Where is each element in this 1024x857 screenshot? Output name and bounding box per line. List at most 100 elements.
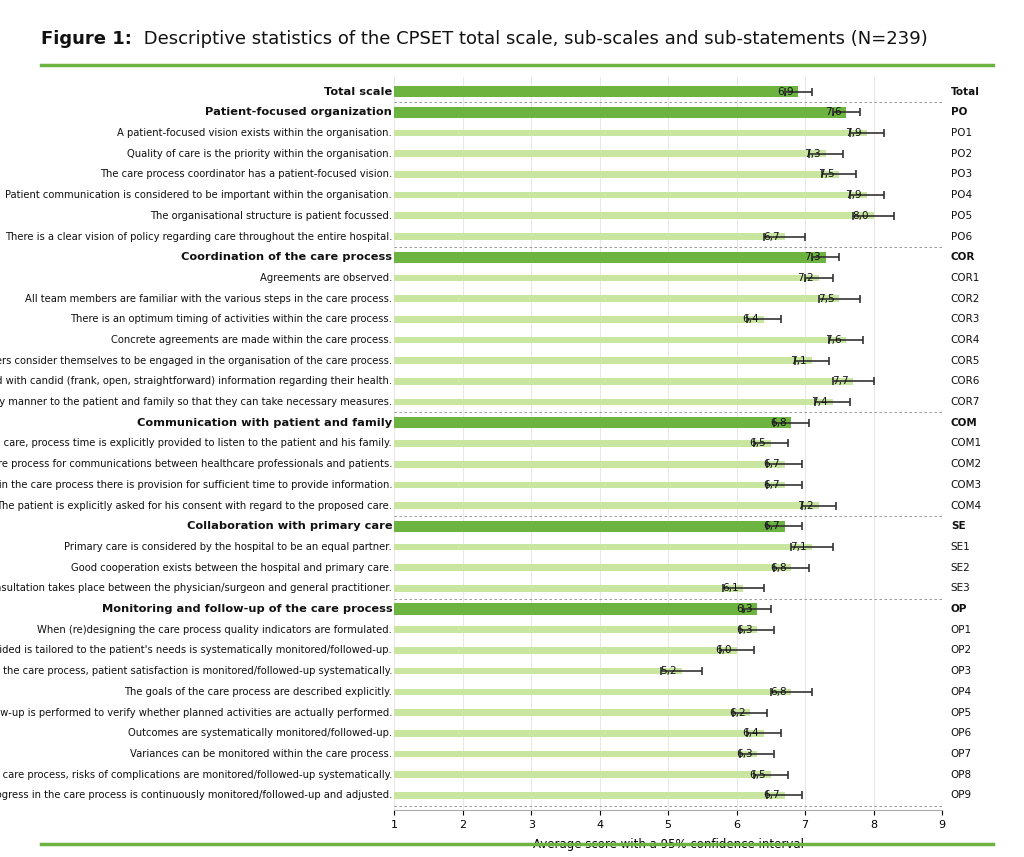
Text: COR: COR [951, 252, 975, 262]
Text: PO4: PO4 [951, 190, 972, 201]
Bar [326, 710, 751, 716]
Text: SE1: SE1 [951, 542, 971, 552]
Bar [326, 316, 764, 322]
Bar [326, 171, 840, 177]
Text: OP1: OP1 [951, 625, 972, 635]
Bar [326, 440, 771, 446]
Text: Primary care is considered by the hospital to be an equal partner.: Primary care is considered by the hospit… [65, 542, 392, 552]
Text: SE2: SE2 [951, 563, 971, 572]
Bar [326, 129, 866, 136]
Bar [326, 233, 784, 240]
Text: The organisational structure is patient focussed.: The organisational structure is patient … [151, 211, 392, 221]
Text: COR5: COR5 [951, 356, 980, 366]
Text: COR3: COR3 [951, 315, 980, 324]
Text: COR6: COR6 [951, 376, 980, 387]
Text: OP4: OP4 [951, 686, 972, 697]
Text: 6,7: 6,7 [763, 459, 780, 469]
Text: OP9: OP9 [951, 790, 972, 800]
Text: Good cooperation exists between the hospital and primary care.: Good cooperation exists between the hosp… [71, 563, 392, 572]
Text: 7,2: 7,2 [798, 273, 814, 283]
Text: 6,2: 6,2 [729, 708, 745, 717]
Text: 7,9: 7,9 [846, 128, 862, 138]
Text: 6,3: 6,3 [736, 625, 753, 635]
Text: 6,4: 6,4 [742, 315, 759, 324]
Text: 6,7: 6,7 [763, 790, 780, 800]
Text: Outcomes are systematically monitored/followed-up.: Outcomes are systematically monitored/fo… [128, 728, 392, 738]
Text: Team members consider themselves to be engaged in the organisation of the care p: Team members consider themselves to be e… [0, 356, 392, 366]
Text: COR2: COR2 [951, 294, 980, 303]
Text: COM4: COM4 [951, 500, 982, 511]
Bar [326, 502, 819, 509]
Text: COR4: COR4 [951, 335, 980, 345]
Text: OP7: OP7 [951, 749, 972, 759]
Text: COM1: COM1 [951, 439, 982, 448]
Text: Figure 1:: Figure 1: [41, 29, 132, 48]
Bar [326, 151, 825, 157]
Text: PO2: PO2 [951, 149, 972, 159]
Text: Within the care process, monitoring/follow-up is performed to verify whether pla: Within the care process, monitoring/foll… [0, 708, 392, 717]
Text: Communication with patient and family: Communication with patient and family [137, 418, 392, 428]
Bar [326, 565, 792, 571]
Text: 7,5: 7,5 [818, 170, 835, 179]
Text: 6,1: 6,1 [722, 584, 738, 593]
Text: 6,5: 6,5 [750, 439, 766, 448]
Bar [326, 647, 736, 654]
Text: Collaboration with primary care: Collaboration with primary care [186, 521, 392, 531]
Text: COR1: COR1 [951, 273, 980, 283]
Text: Monitoring and follow-up of the care process: Monitoring and follow-up of the care pro… [101, 604, 392, 614]
Text: 6,3: 6,3 [736, 749, 753, 759]
Bar [326, 688, 792, 695]
Bar [326, 357, 812, 364]
Bar [326, 603, 757, 614]
Text: OP8: OP8 [951, 770, 972, 780]
Bar [326, 792, 784, 799]
Text: Total: Total [951, 87, 980, 97]
Bar [326, 482, 784, 488]
Bar [326, 461, 784, 468]
Text: Discharge is communicated in a timely manner to the patient and family so that t: Discharge is communicated in a timely ma… [0, 397, 392, 407]
Text: 6,5: 6,5 [750, 770, 766, 780]
Text: Within the care process, patient satisfaction is monitored/followed-up systemati: Within the care process, patient satisfa… [0, 666, 392, 676]
Text: 7,5: 7,5 [818, 294, 835, 303]
Text: 6,8: 6,8 [770, 418, 786, 428]
Text: Total scale: Total scale [324, 87, 392, 97]
Bar [326, 296, 840, 302]
Text: Time is explicitly scheduled within the care process for communications between : Time is explicitly scheduled within the … [0, 459, 392, 469]
Text: Within the care process there is provision for sufficient time to provide inform: Within the care process there is provisi… [0, 480, 392, 490]
Text: 5,2: 5,2 [660, 666, 677, 676]
Text: 6,8: 6,8 [770, 563, 786, 572]
Bar [326, 337, 846, 344]
Text: There is an optimum timing of activities within the care process.: There is an optimum timing of activities… [71, 315, 392, 324]
Text: Quality of care is the priority within the organisation.: Quality of care is the priority within t… [127, 149, 392, 159]
Text: Patient communication is considered to be important within the organisation.: Patient communication is considered to b… [5, 190, 392, 201]
Bar [326, 668, 682, 674]
Bar [326, 213, 873, 219]
Text: PO1: PO1 [951, 128, 972, 138]
Bar [326, 192, 866, 199]
Text: 6,7: 6,7 [763, 231, 780, 242]
Bar [326, 520, 784, 532]
X-axis label: Average score with a 95% confidence interval: Average score with a 95% confidence inte… [532, 838, 804, 851]
Bar [326, 626, 757, 633]
Text: 7,4: 7,4 [811, 397, 827, 407]
Bar [326, 399, 833, 405]
Text: PO6: PO6 [951, 231, 972, 242]
Text: 6,9: 6,9 [777, 87, 794, 97]
Text: 7,1: 7,1 [791, 542, 807, 552]
Text: 7,1: 7,1 [791, 356, 807, 366]
Text: Whether the care provided is tailored to the patient's needs is systematically m: Whether the care provided is tailored to… [0, 645, 392, 656]
Text: The goals of the care process are described explicitly.: The goals of the care process are descri… [124, 686, 392, 697]
Text: COR7: COR7 [951, 397, 980, 407]
Text: Within the care process, risks of complications are monitored/followed-up system: Within the care process, risks of compli… [0, 770, 392, 780]
Bar [326, 106, 846, 118]
Text: COM: COM [951, 418, 978, 428]
Text: Agreements are observed.: Agreements are observed. [260, 273, 392, 283]
Bar [326, 771, 771, 778]
Bar [326, 585, 743, 591]
Text: There is a clear vision of policy regarding care throughout the entire hospital.: There is a clear vision of policy regard… [5, 231, 392, 242]
Bar [326, 86, 799, 98]
Text: COM2: COM2 [951, 459, 982, 469]
Text: 6,7: 6,7 [763, 480, 780, 490]
Bar [326, 751, 757, 758]
Text: 6,7: 6,7 [763, 521, 780, 531]
